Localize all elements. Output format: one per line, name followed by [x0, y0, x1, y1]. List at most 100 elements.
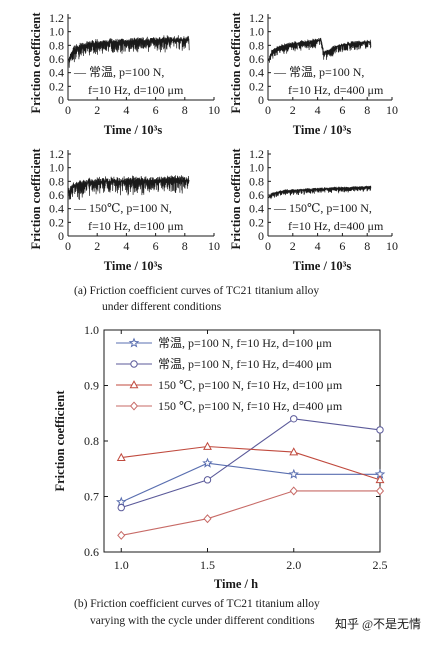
- annotation-line2: f=10 Hz, d=100 μm: [88, 219, 184, 233]
- x-tick-label: 1.5: [200, 558, 215, 572]
- x-tick-label: 4: [123, 103, 129, 117]
- y-tick-label: 1.2: [249, 11, 264, 25]
- x-tick-label: 8: [364, 239, 370, 253]
- y-tick-label: 0.2: [249, 215, 264, 229]
- y-tick-label: 1.0: [49, 25, 64, 39]
- diamond-marker: [375, 486, 385, 496]
- watermark: 知乎 @不是无情: [335, 617, 421, 631]
- y-tick-label: 0.6: [49, 52, 64, 66]
- x-tick-label: 4: [315, 239, 321, 253]
- x-tick-label: 4: [123, 239, 129, 253]
- annotation-line2: f=10 Hz, d=100 μm: [88, 83, 184, 97]
- triangle-marker: [129, 380, 139, 389]
- x-tick-label: 0: [265, 239, 271, 253]
- y-axis-title: Friction coefficient: [229, 12, 243, 114]
- x-tick-label: 8: [364, 103, 370, 117]
- y-tick-label: 0.6: [249, 52, 264, 66]
- annotation-line1: — 150℃, p=100 N,: [273, 201, 372, 215]
- star-marker: [288, 468, 299, 479]
- friction-trace: [268, 185, 372, 200]
- annotation-line2: f=10 Hz, d=400 μm: [288, 83, 384, 97]
- y-tick-label: 0.4: [249, 66, 264, 80]
- y-tick-label: 0.4: [49, 66, 64, 80]
- x-tick-label: 0: [265, 103, 271, 117]
- x-tick-label: 10: [208, 239, 220, 253]
- x-axis-title: Time / h: [214, 577, 258, 591]
- friction-trace: [68, 175, 190, 200]
- x-axis-title: Time / 10³s: [104, 259, 163, 273]
- y-tick-label: 1.0: [249, 161, 264, 175]
- y-axis-title: Friction coefficient: [29, 12, 43, 114]
- circle-marker: [290, 415, 298, 423]
- series-3: [116, 441, 385, 484]
- x-tick-label: 4: [315, 103, 321, 117]
- triangle-marker: [203, 441, 212, 450]
- y-tick-label: 0.9: [84, 379, 99, 393]
- x-tick-label: 8: [182, 103, 188, 117]
- friction-trace: [68, 35, 190, 68]
- circle-marker: [130, 360, 138, 368]
- star-marker: [128, 337, 140, 348]
- panel-a1: 00.20.40.60.81.01.2 0 2 4 6 8 10 Time / 10³s Fri…: [29, 11, 220, 137]
- y-tick-label: 0.2: [49, 79, 64, 93]
- series-4: [117, 486, 385, 540]
- annotation-line1: — 常温, p=100 N,: [273, 65, 364, 79]
- x-tick-label: 10: [386, 239, 398, 253]
- x-tick-label: 2: [290, 239, 296, 253]
- y-tick-label: 0.7: [84, 490, 99, 504]
- legend-entry: 常温, p=100 N, f=10 Hz, d=100 μm: [158, 336, 332, 350]
- star-marker: [202, 457, 213, 468]
- x-tick-label: 6: [153, 239, 159, 253]
- x-tick-label: 2: [94, 239, 100, 253]
- circle-marker: [117, 503, 125, 512]
- legend-entry: 150 ℃, p=100 N, f=10 Hz, d=400 μm: [158, 399, 343, 413]
- x-tick-label: 6: [339, 103, 345, 117]
- series-line: [121, 418, 381, 509]
- x-tick-label: 2.0: [286, 558, 301, 572]
- y-tick-label: 1.0: [84, 323, 99, 337]
- y-tick-label: 0.6: [84, 545, 99, 559]
- x-axis-title: Time / 10³s: [293, 259, 352, 273]
- caption-a-line1: (a) Friction coefficient curves of TC21 …: [74, 285, 319, 297]
- series-2: [117, 415, 384, 512]
- y-tick-label: 0: [58, 229, 64, 243]
- y-tick-label: 0.6: [49, 188, 64, 202]
- y-tick-label: 0.2: [49, 215, 64, 229]
- x-tick-label: 0: [65, 239, 71, 253]
- y-tick-label: 0.8: [249, 174, 264, 188]
- diamond-marker: [117, 530, 126, 540]
- y-tick-label: 1.2: [49, 147, 64, 161]
- x-tick-label: 8: [182, 239, 188, 253]
- panel-a4: 00.20.40.60.81.01.2 0 2 4 6 8 10 Time / 10³s Fri…: [229, 147, 398, 273]
- y-tick-label: 0.4: [249, 202, 264, 216]
- x-tick-label: 2: [94, 103, 100, 117]
- triangle-marker: [375, 475, 385, 484]
- x-tick-label: 0: [65, 103, 71, 117]
- triangle-marker: [289, 447, 299, 456]
- x-tick-label: 1.0: [114, 558, 129, 572]
- friction-trace: [268, 37, 372, 63]
- x-tick-label: 10: [386, 103, 398, 117]
- x-tick-label: 6: [153, 103, 159, 117]
- y-tick-label: 0: [258, 93, 264, 107]
- y-tick-label: 1.2: [249, 147, 264, 161]
- series-line: [121, 462, 380, 503]
- legend-entry: 150 ℃, p=100 N, f=10 Hz, d=100 μm: [158, 378, 343, 392]
- y-tick-label: 0.8: [49, 174, 64, 188]
- annotation-line1: — 150℃, p=100 N,: [73, 201, 172, 215]
- y-tick-label: 0.8: [249, 38, 264, 52]
- y-axis-title: Friction coefficient: [229, 148, 243, 250]
- series-line: [121, 445, 381, 481]
- panel-a2: 00.20.40.60.81.01.2 0 2 4 6 8 10 Time / 10³s Fri…: [229, 11, 398, 137]
- series-line: [121, 490, 380, 536]
- y-axis-title: Friction coefficient: [29, 148, 43, 250]
- caption-a-line2: under different conditions: [102, 301, 222, 313]
- y-tick-label: 0.6: [249, 188, 264, 202]
- y-tick-label: 0.8: [84, 434, 99, 448]
- diamond-marker: [289, 486, 298, 496]
- caption-b-line1: (b) Friction coefficient curves of TC21 …: [74, 598, 320, 610]
- y-tick-label: 1.0: [49, 161, 64, 175]
- y-tick-label: 0.8: [49, 38, 64, 52]
- circle-marker: [376, 426, 384, 434]
